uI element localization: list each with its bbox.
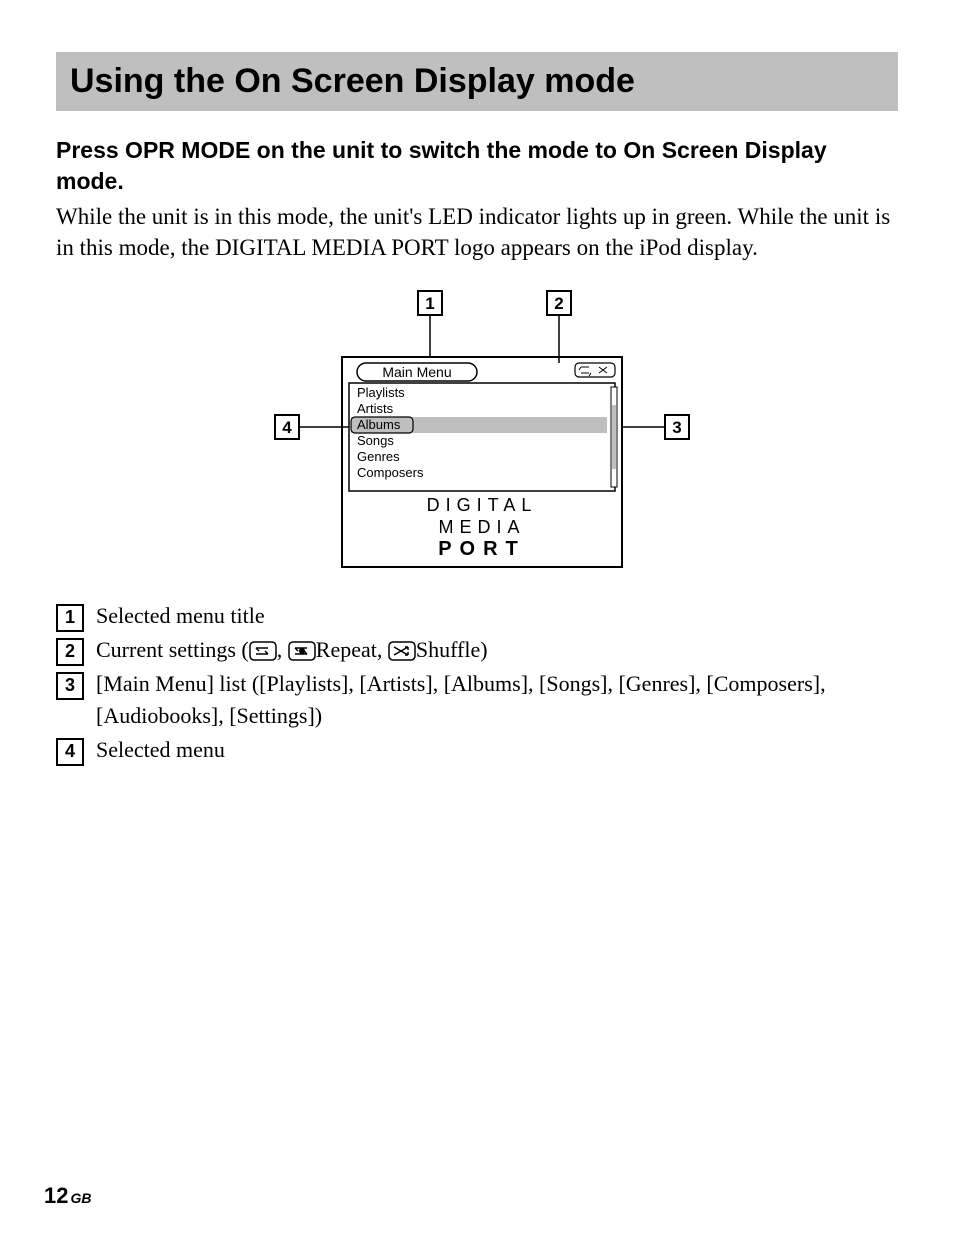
- legend-text: [Main Menu] list ([Playlists], [Artists]…: [96, 668, 898, 732]
- svg-text:Main Menu: Main Menu: [382, 364, 451, 380]
- svg-text:MEDIA: MEDIA: [438, 517, 525, 537]
- legend-fragment: Current settings (: [96, 637, 249, 662]
- legend-number-box: 4: [56, 738, 84, 766]
- section-title: Using the On Screen Display mode: [70, 62, 884, 101]
- svg-text:Artists: Artists: [357, 401, 394, 416]
- svg-text:DIGITAL: DIGITAL: [427, 495, 538, 515]
- instruction-heading: Press OPR MODE on the unit to switch the…: [56, 135, 898, 197]
- svg-text:PORT: PORT: [438, 538, 526, 560]
- legend-text: Selected menu title: [96, 600, 898, 632]
- page-number-value: 12: [44, 1183, 68, 1208]
- manual-page: Using the On Screen Display mode Press O…: [0, 0, 954, 1253]
- section-title-bar: Using the On Screen Display mode: [56, 52, 898, 111]
- repeat-icon: [249, 641, 277, 661]
- legend-item-2: 2 Current settings (, Repeat, Shuffle): [56, 634, 898, 666]
- svg-text:Composers: Composers: [357, 465, 424, 480]
- legend-item-3: 3 [Main Menu] list ([Playlists], [Artist…: [56, 668, 898, 732]
- legend-number-box: 1: [56, 604, 84, 632]
- svg-text:3: 3: [672, 418, 681, 437]
- callout-legend: 1 Selected menu title 2 Current settings…: [56, 600, 898, 766]
- legend-fragment: ,: [277, 637, 288, 662]
- legend-number-box: 2: [56, 638, 84, 666]
- legend-fragment: Repeat,: [316, 637, 388, 662]
- diagram-container: Main Menu PlaylistsArtistsAlbumsSongsGenr…: [56, 287, 898, 582]
- repeat-one-icon: [288, 641, 316, 661]
- legend-item-4: 4 Selected menu: [56, 734, 898, 766]
- legend-fragment: Shuffle): [416, 637, 488, 662]
- svg-text:1: 1: [425, 294, 434, 313]
- svg-text:Albums: Albums: [357, 417, 401, 432]
- legend-number-box: 3: [56, 672, 84, 700]
- legend-text: Current settings (, Repeat, Shuffle): [96, 634, 898, 666]
- svg-text:2: 2: [554, 294, 563, 313]
- page-region: GB: [70, 1190, 91, 1206]
- svg-text:Playlists: Playlists: [357, 385, 405, 400]
- osd-diagram: Main Menu PlaylistsArtistsAlbumsSongsGenr…: [197, 287, 757, 577]
- svg-text:4: 4: [282, 418, 292, 437]
- page-number: 12GB: [44, 1183, 91, 1209]
- svg-text:Songs: Songs: [357, 433, 394, 448]
- legend-text: Selected menu: [96, 734, 898, 766]
- legend-item-1: 1 Selected menu title: [56, 600, 898, 632]
- description-paragraph: While the unit is in this mode, the unit…: [56, 201, 898, 263]
- svg-text:Genres: Genres: [357, 449, 400, 464]
- shuffle-icon: [388, 641, 416, 661]
